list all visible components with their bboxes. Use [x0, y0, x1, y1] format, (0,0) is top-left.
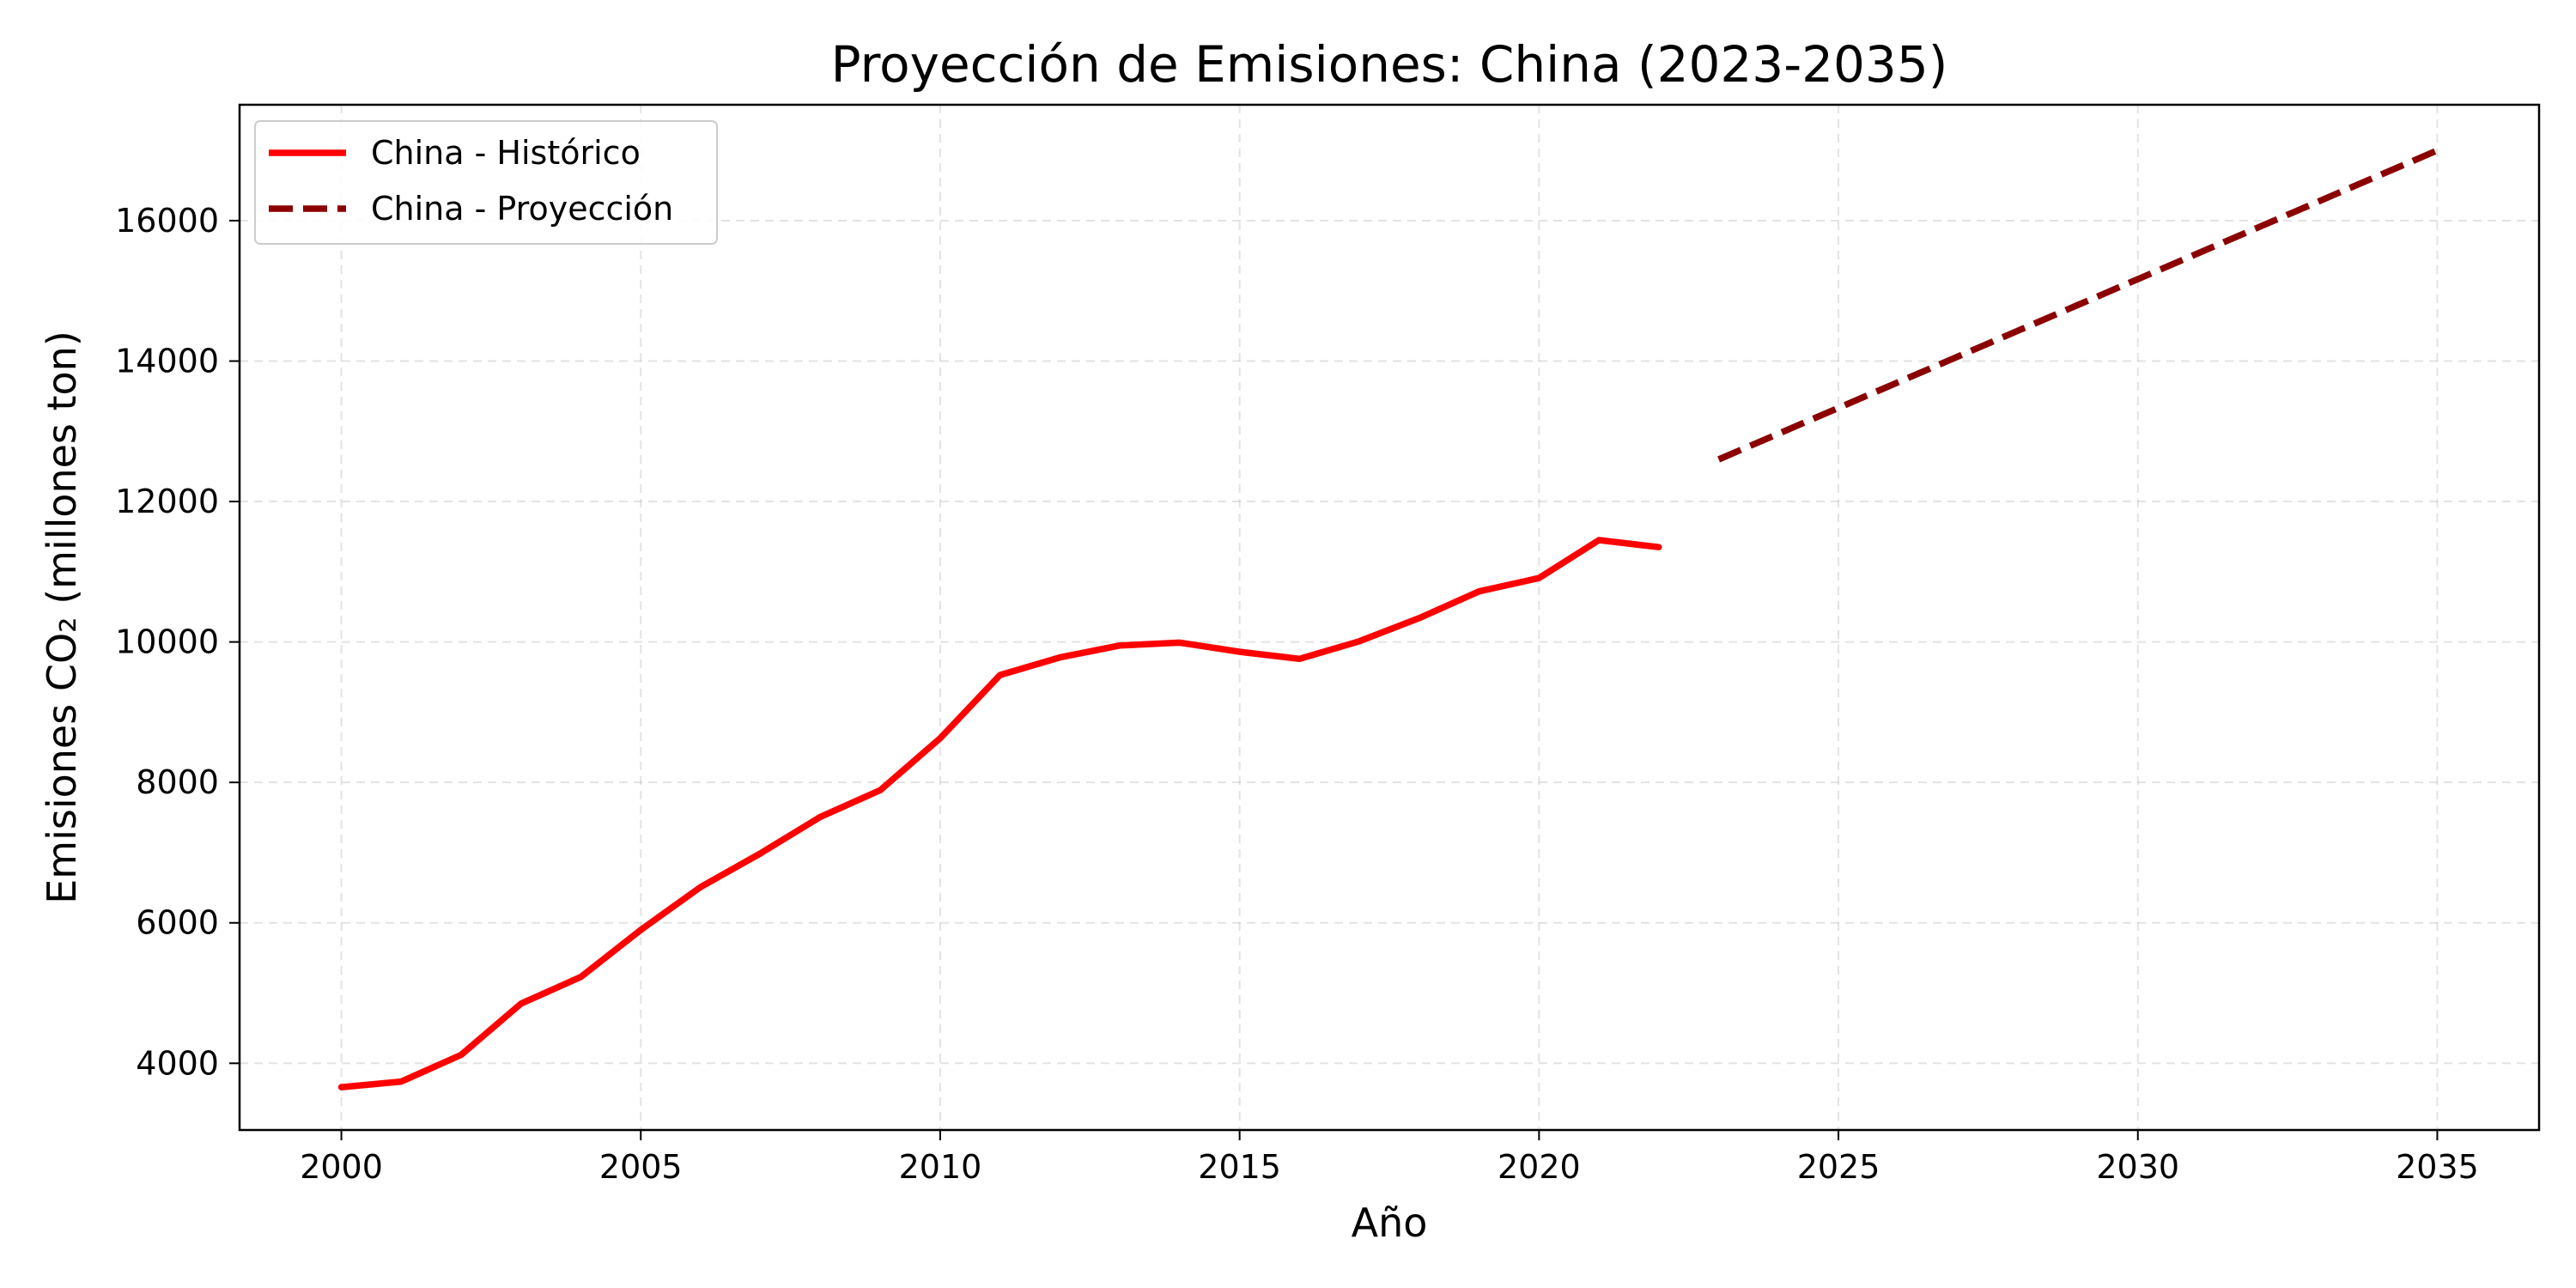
y-tick-label: 4000 — [136, 1044, 219, 1082]
chart-title: Proyección de Emisiones: China (2023-203… — [831, 35, 1948, 94]
y-tick-label: 16000 — [115, 202, 219, 240]
historical-series-line — [337, 537, 1662, 1091]
y-axis-label: Emisiones CO₂ (millones ton) — [39, 331, 85, 904]
plot-frame — [238, 103, 2541, 1132]
legend-label: China - Histórico — [371, 134, 641, 172]
y-tick-label: 10000 — [115, 623, 219, 661]
legend-label: China - Proyección — [371, 190, 673, 228]
x-tick-label: 2035 — [2396, 1148, 2479, 1186]
x-tick-label: 2025 — [1797, 1148, 1880, 1186]
x-tick-label: 2020 — [1498, 1148, 1581, 1186]
legend-box — [254, 120, 718, 245]
series-lines — [337, 147, 2439, 1091]
y-tick-label: 8000 — [136, 763, 219, 801]
x-tick-label: 2000 — [300, 1148, 383, 1186]
y-tick-label: 12000 — [115, 483, 219, 520]
legend: China - Histórico China - Proyección — [254, 120, 718, 245]
x-tick-label: 2005 — [599, 1148, 683, 1186]
axis-ticks: 2000 2005 2010 2015 2020 2025 2030 2035 4000 6000… — [115, 202, 2479, 1186]
x-tick-label: 2010 — [899, 1148, 982, 1186]
y-tick-label: 14000 — [115, 343, 219, 380]
x-tick-label: 2015 — [1198, 1148, 1281, 1186]
x-tick-label: 2030 — [2096, 1148, 2179, 1186]
y-tick-label: 6000 — [136, 904, 219, 942]
projection-series-line — [1717, 147, 2439, 463]
x-axis-label: Año — [1352, 1200, 1428, 1246]
